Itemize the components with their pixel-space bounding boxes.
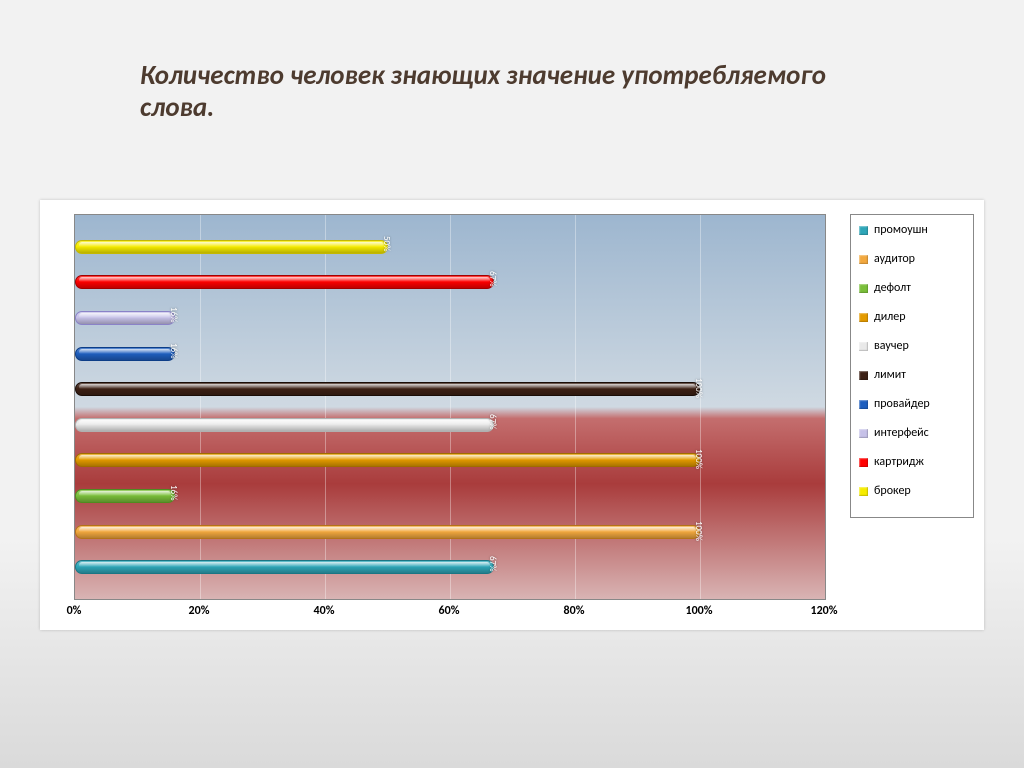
- legend-label: аудитор: [874, 252, 915, 266]
- legend-label: брокер: [874, 484, 911, 498]
- legend-swatch: [859, 313, 868, 322]
- legend-swatch: [859, 342, 868, 351]
- bar-label-дефолт: 16%: [168, 485, 179, 501]
- bar-интерфейс: [75, 311, 175, 325]
- bar-провайдер: [75, 347, 175, 361]
- legend-label: картридж: [874, 455, 924, 469]
- legend-item-аудитор: аудитор: [859, 252, 965, 266]
- bar-лимит: [75, 382, 700, 396]
- legend-item-дефолт: дефолт: [859, 281, 965, 295]
- legend-swatch: [859, 226, 868, 235]
- legend-item-провайдер: провайдер: [859, 397, 965, 411]
- slide: Количество человек знающих значение упот…: [0, 0, 1024, 768]
- bar-label-брокер: 50%: [381, 236, 392, 252]
- grid-line: [200, 215, 201, 599]
- legend-swatch: [859, 400, 868, 409]
- bar-ваучер: [75, 418, 494, 432]
- legend-item-брокер: брокер: [859, 484, 965, 498]
- x-tick: 40%: [314, 604, 335, 618]
- legend-item-лимит: лимит: [859, 368, 965, 382]
- bar-label-промоушн: 67%: [487, 556, 498, 572]
- legend-label: дилер: [874, 310, 906, 324]
- legend-item-картридж: картридж: [859, 455, 965, 469]
- legend-label: дефолт: [874, 281, 911, 295]
- bar-label-дилер: 100%: [693, 449, 704, 469]
- legend-item-дилер: дилер: [859, 310, 965, 324]
- chart-container: 50% 67% 16% 16% 100% 67% 100% 16% 100% 67% 0% 20% 4…: [40, 200, 984, 630]
- legend-label: ваучер: [874, 339, 909, 353]
- bar-дилер: [75, 453, 700, 467]
- legend-swatch: [859, 371, 868, 380]
- legend-item-промоушн: промоушн: [859, 223, 965, 237]
- x-tick: 100%: [686, 604, 713, 618]
- legend-swatch: [859, 284, 868, 293]
- bar-промоушн: [75, 560, 494, 574]
- grid-line: [325, 215, 326, 599]
- bar-брокер: [75, 240, 388, 254]
- grid-line: [450, 215, 451, 599]
- slide-title: Количество человек знающих значение упот…: [140, 60, 900, 125]
- grid-line: [575, 215, 576, 599]
- bar-картридж: [75, 275, 494, 289]
- legend-item-интерфейс: интерфейс: [859, 426, 965, 440]
- bar-label-лимит: 100%: [693, 378, 704, 398]
- bar-label-интерфейс: 16%: [168, 307, 179, 323]
- legend-label: интерфейс: [874, 426, 929, 440]
- legend-label: лимит: [874, 368, 906, 382]
- bar-label-ваучер: 67%: [487, 414, 498, 430]
- legend: промоушн аудитор дефолт дилер ваучер лимит про…: [850, 214, 974, 518]
- legend-swatch: [859, 487, 868, 496]
- x-tick: 60%: [439, 604, 460, 618]
- legend-swatch: [859, 429, 868, 438]
- legend-label: провайдер: [874, 397, 930, 411]
- grid-line: [700, 215, 701, 599]
- x-tick: 120%: [811, 604, 838, 618]
- bar-label-картридж: 67%: [487, 271, 498, 287]
- legend-label: промоушн: [874, 223, 928, 237]
- legend-swatch: [859, 255, 868, 264]
- legend-swatch: [859, 458, 868, 467]
- plot-area: 50% 67% 16% 16% 100% 67% 100% 16% 100% 67%: [74, 214, 826, 600]
- bar-дефолт: [75, 489, 175, 503]
- x-tick: 0%: [67, 604, 82, 618]
- legend-item-ваучер: ваучер: [859, 339, 965, 353]
- bar-аудитор: [75, 525, 700, 539]
- x-axis: 0%20%40%60%80%100%120%: [74, 604, 824, 624]
- bar-label-аудитор: 100%: [693, 521, 704, 541]
- x-tick: 20%: [189, 604, 210, 618]
- x-tick: 80%: [564, 604, 585, 618]
- bar-label-провайдер: 16%: [168, 343, 179, 359]
